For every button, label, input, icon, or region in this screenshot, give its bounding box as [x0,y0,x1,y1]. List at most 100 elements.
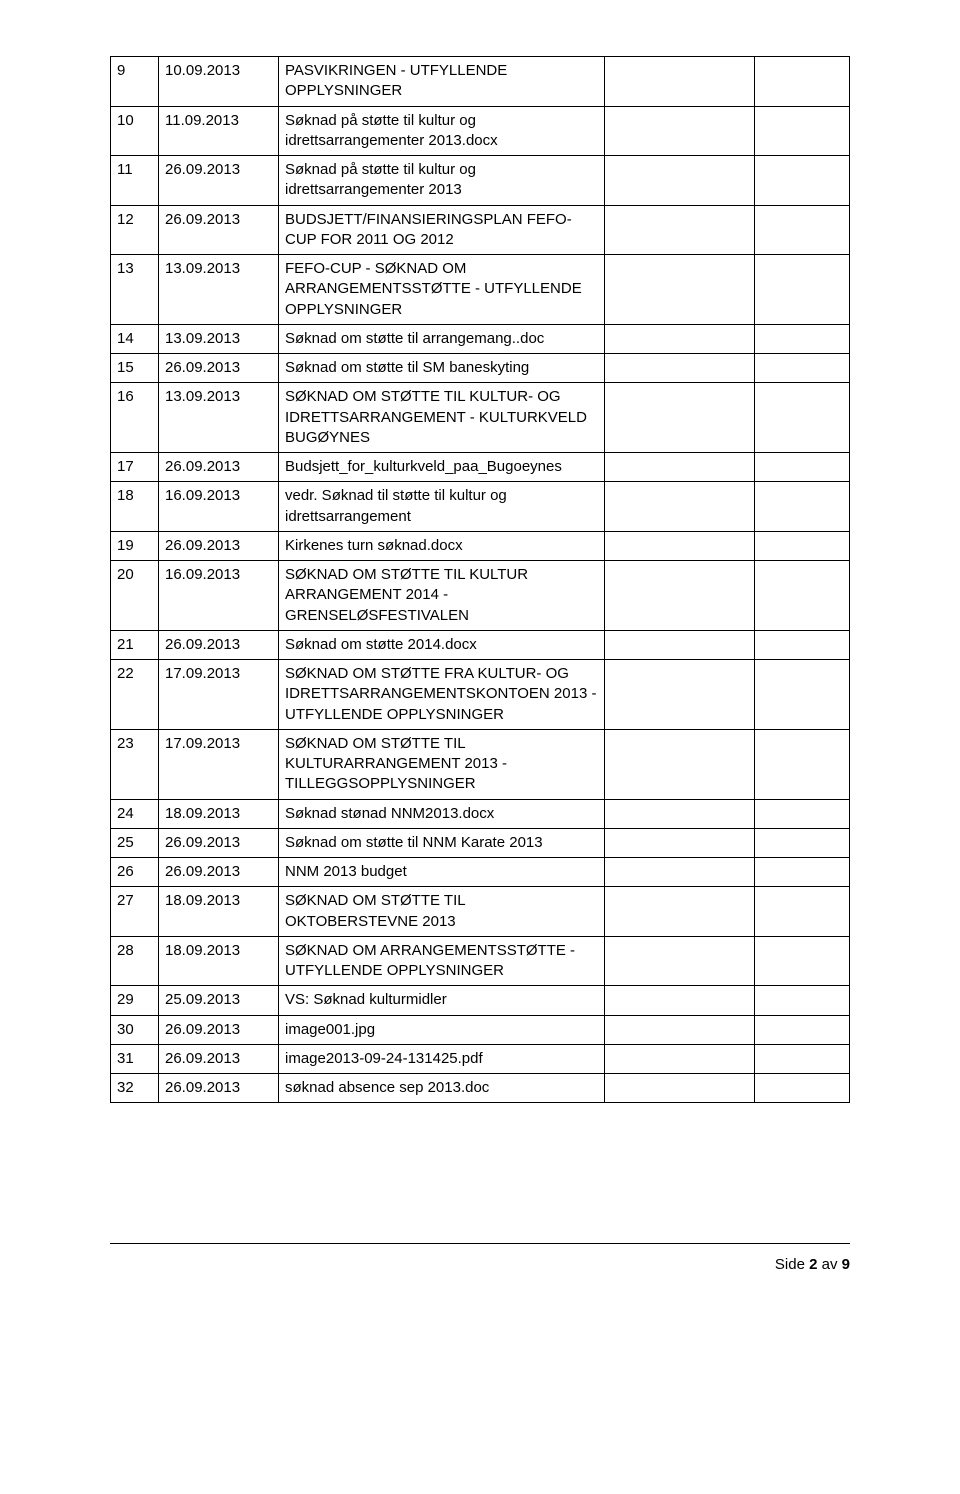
row-col4 [605,729,755,799]
row-desc: Søknad om støtte til arrangemang..doc [279,324,605,353]
table-row: 1926.09.2013Kirkenes turn søknad.docx [111,531,850,560]
row-date: 26.09.2013 [159,453,279,482]
row-date: 13.09.2013 [159,255,279,325]
row-desc: image001.jpg [279,1015,605,1044]
row-desc: søknad absence sep 2013.doc [279,1074,605,1103]
row-col4 [605,255,755,325]
row-number: 32 [111,1074,159,1103]
row-col5 [755,561,850,631]
row-number: 12 [111,205,159,255]
row-date: 26.09.2013 [159,1044,279,1073]
page: 9 10.09.2013PASVIKRINGEN - UTFYLLENDE OPP… [0,0,960,1494]
table-row: 1413.09.2013Søknad om støtte til arrange… [111,324,850,353]
table-row: 2526.09.2013Søknad om støtte til NNM Kar… [111,828,850,857]
row-number: 15 [111,354,159,383]
row-col4 [605,531,755,560]
row-col5 [755,1044,850,1073]
document-table: 910.09.2013PASVIKRINGEN - UTFYLLENDE OPP… [110,56,850,1103]
row-number: 29 [111,986,159,1015]
row-col4 [605,205,755,255]
row-col4 [605,482,755,532]
row-date: 10.09.2013 [159,57,279,107]
table-row: 1226.09.2013BUDSJETT/FINANSIERINGSPLAN F… [111,205,850,255]
row-col5 [755,482,850,532]
table-row: 1613.09.2013SØKNAD OM STØTTE TIL KULTUR-… [111,383,850,453]
row-col4 [605,57,755,107]
row-desc: SØKNAD OM STØTTE FRA KULTUR- OG IDRETTSA… [279,660,605,730]
row-col4 [605,354,755,383]
footer-divider [110,1243,850,1244]
row-date: 26.09.2013 [159,354,279,383]
footer-prefix: Side [775,1256,809,1273]
row-col5 [755,887,850,937]
table-row: 1126.09.2013Søknad på støtte til kultur … [111,156,850,206]
row-desc: Kirkenes turn søknad.docx [279,531,605,560]
row-col5 [755,799,850,828]
row-col4 [605,630,755,659]
row-number: 10 [111,106,159,156]
row-date: 16.09.2013 [159,561,279,631]
table-row: 3126.09.2013image2013-09-24-131425.pdf [111,1044,850,1073]
row-number: 28 [111,936,159,986]
row-col5 [755,858,850,887]
row-col4 [605,1074,755,1103]
row-col4 [605,799,755,828]
row-date: 18.09.2013 [159,887,279,937]
table-row: 2818.09.2013SØKNAD OM ARRANGEMENTSSTØTTE… [111,936,850,986]
table-row: 2217.09.2013SØKNAD OM STØTTE FRA KULTUR-… [111,660,850,730]
row-date: 26.09.2013 [159,828,279,857]
row-date: 17.09.2013 [159,729,279,799]
row-date: 26.09.2013 [159,1074,279,1103]
table-row: 2718.09.2013SØKNAD OM STØTTE TIL OKTOBER… [111,887,850,937]
row-col4 [605,936,755,986]
row-number: 21 [111,630,159,659]
row-col5 [755,453,850,482]
row-col4 [605,106,755,156]
row-col5 [755,255,850,325]
row-col5 [755,986,850,1015]
row-desc: SØKNAD OM STØTTE TIL KULTUR ARRANGEMENT … [279,561,605,631]
table-row: 1726.09.2013Budsjett_for_kulturkveld_paa… [111,453,850,482]
table-row: 1526.09.2013Søknad om støtte til SM bane… [111,354,850,383]
table-row: 1313.09.2013FEFO-CUP - SØKNAD OM ARRANGE… [111,255,850,325]
row-number: 18 [111,482,159,532]
row-desc: image2013-09-24-131425.pdf [279,1044,605,1073]
row-col4 [605,1015,755,1044]
row-col5 [755,531,850,560]
table-row: 1816.09.2013vedr. Søknad til støtte til … [111,482,850,532]
row-col4 [605,156,755,206]
row-number: 17 [111,453,159,482]
row-desc: VS: Søknad kulturmidler [279,986,605,1015]
row-number: 22 [111,660,159,730]
row-date: 13.09.2013 [159,324,279,353]
row-col5 [755,1015,850,1044]
page-footer: Side 2 av 9 [110,1256,850,1273]
row-date: 26.09.2013 [159,630,279,659]
row-col5 [755,354,850,383]
row-date: 26.09.2013 [159,531,279,560]
footer-page-total: 9 [842,1256,850,1273]
row-col4 [605,986,755,1015]
row-desc: Søknad om støtte 2014.docx [279,630,605,659]
row-number: 27 [111,887,159,937]
row-number: 30 [111,1015,159,1044]
row-col4 [605,561,755,631]
row-col5 [755,156,850,206]
row-number: 14 [111,324,159,353]
row-desc: FEFO-CUP - SØKNAD OM ARRANGEMENTSSTØTTE … [279,255,605,325]
row-number: 16 [111,383,159,453]
table-row: 910.09.2013PASVIKRINGEN - UTFYLLENDE OPP… [111,57,850,107]
table-row: 2016.09.2013SØKNAD OM STØTTE TIL KULTUR … [111,561,850,631]
row-number: 31 [111,1044,159,1073]
row-date: 26.09.2013 [159,1015,279,1044]
row-desc: PASVIKRINGEN - UTFYLLENDE OPPLYSNINGER [279,57,605,107]
row-col4 [605,887,755,937]
row-col5 [755,630,850,659]
table-row: 2626.09.2013NNM 2013 budget [111,858,850,887]
row-date: 18.09.2013 [159,799,279,828]
row-col4 [605,828,755,857]
row-date: 26.09.2013 [159,205,279,255]
row-col5 [755,729,850,799]
row-col5 [755,828,850,857]
row-desc: NNM 2013 budget [279,858,605,887]
